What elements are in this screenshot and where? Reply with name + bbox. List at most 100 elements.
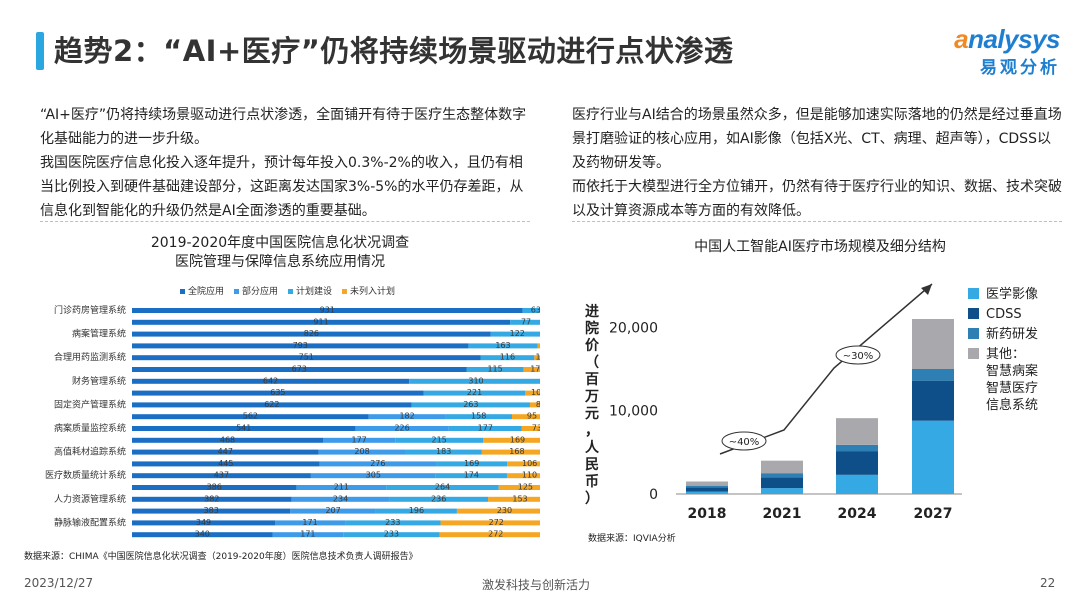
growth-rate-label: ~40% [729,437,760,448]
left-paragraph-1: “AI+医疗”仍将持续场景驱动进行点状渗透，全面铺开有待于医疗生态整体数字化基础… [40,107,527,147]
y-axis-title-char: （ [585,355,599,371]
bar-segment [132,343,469,349]
bar-segment [456,508,540,514]
bar-segment [310,473,436,479]
category-label: 门诊药房管理系统 [54,304,126,316]
bar-value-label: 115 [487,365,502,374]
logo-chinese: 易观分析 [980,58,1060,78]
footer-date: 2023/12/27 [24,576,94,590]
bar-value-label: 382 [204,494,219,503]
left-chart-legend: 全院应用 部分应用 计划建设 未列入计划 [180,284,395,297]
bar-segment [132,355,481,361]
bar-value-label: 236 [431,494,446,503]
bar-segment [132,426,356,431]
bar-segment [368,414,446,420]
stacked-bar-segment [686,481,728,486]
bar-value-label: 77 [521,317,531,326]
bar-segment [490,331,540,337]
bar-value-label: 177 [478,424,493,433]
bar-segment [132,367,467,372]
bar-value-label: 221 [467,388,482,397]
right-divider [572,221,1062,222]
stacked-bar-segment [686,487,728,492]
stacked-bar-segment [761,488,803,494]
bar-value-label: 158 [471,412,486,421]
bar-value-label: 911 [313,317,328,326]
bar-value-label: 562 [243,412,258,421]
bar-value-label: 234 [333,494,348,503]
category-label: 病案质量监控系统 [54,422,126,434]
bar-value-label: 106 [522,459,537,468]
bar-segment [355,426,449,431]
bar-segment [275,520,346,526]
bar-value-label: 110 [522,471,537,480]
y-axis-title-char: 币 [585,474,599,490]
legend-label: 其他： [986,347,1025,362]
right-paragraph-1: 医疗行业与AI结合的场景虽然众多，但是能够加速实际落地的仍然是经过垂直场景打磨验… [572,107,1062,171]
y-axis-title-char: ， [585,423,599,439]
bar-value-label: 171 [300,530,315,539]
bar-value-label: 169 [510,435,525,444]
stacked-bar-segment [761,477,803,489]
right-source-note: 数据来源：IQVIA分析 [588,534,676,544]
legend-swatch [968,308,979,319]
left-paragraphs: “AI+医疗”仍将持续场景驱动进行点状渗透，全面铺开有待于医疗生态整体数字化基础… [40,103,530,223]
bar-segment [506,473,540,479]
bar-value-label: 264 [435,483,450,492]
logo-english-rest: nalysys [968,24,1060,54]
legend-label: 医学影像 [986,286,1038,302]
growth-arrow-line [719,283,933,455]
footer-slogan: 激发科技与创新活力 [482,578,591,592]
legend-item: 未列入计划 [342,284,395,297]
category-label: 固定资产管理系统 [54,398,126,410]
bar-segment [132,390,424,396]
stacked-bar-segment [912,369,954,381]
bar-value-label: 171 [302,518,317,527]
bar-value-label: 177 [352,435,367,444]
bar-value-label: 541 [236,424,251,433]
bar-value-label: 116 [500,353,515,362]
category-label: 人力资源管理系统 [54,493,126,505]
bar-value-label: 642 [263,376,278,385]
bar-segment [132,532,273,538]
legend-label: 计划建设 [296,287,333,297]
bar-segment [386,485,499,490]
bar-segment [483,437,540,443]
bar-value-label: 108 [536,353,540,362]
bar-value-label: 122 [510,329,525,338]
bar-value-label: 635 [270,388,285,397]
bar-segment [523,367,540,372]
stacked-bar-segment [761,473,803,478]
bar-value-label: 163 [495,341,510,350]
bar-segment [405,449,482,455]
bar-segment [525,390,540,396]
bar-value-label: 437 [214,471,229,480]
bar-segment [439,532,540,538]
legend-swatch [342,289,348,294]
bar-value-label: 196 [409,506,424,515]
bar-segment [132,520,276,526]
bar-value-label: 208 [354,447,369,456]
bar-value-label: 226 [394,424,409,433]
bar-segment [411,402,530,408]
bar-segment [507,461,540,467]
bar-segment [132,449,319,455]
left-chart-title: 2019-2020年度中国医院信息化状况调查 [150,235,410,251]
bar-value-label: 272 [489,518,504,527]
bar-segment [345,520,441,526]
legend-label: 新药研发 [986,326,1038,342]
y-tick-label: 10,000 [609,404,658,420]
stacked-bar-segment [912,380,954,421]
growth-arrow-head [921,284,932,295]
logo-english: analysys [954,24,1060,55]
bar-segment [132,485,297,490]
legend-label: 未列入计划 [350,287,396,297]
category-label: 静脉输液配置系统 [54,516,126,528]
y-tick-label: 0 [649,487,658,503]
bar-segment [521,426,540,431]
bar-segment [395,437,484,443]
y-axis-title-char: 价 [585,338,600,354]
bar-segment [522,308,540,313]
x-tick-label: 2024 [838,506,877,522]
bar-value-label: 622 [264,400,279,409]
